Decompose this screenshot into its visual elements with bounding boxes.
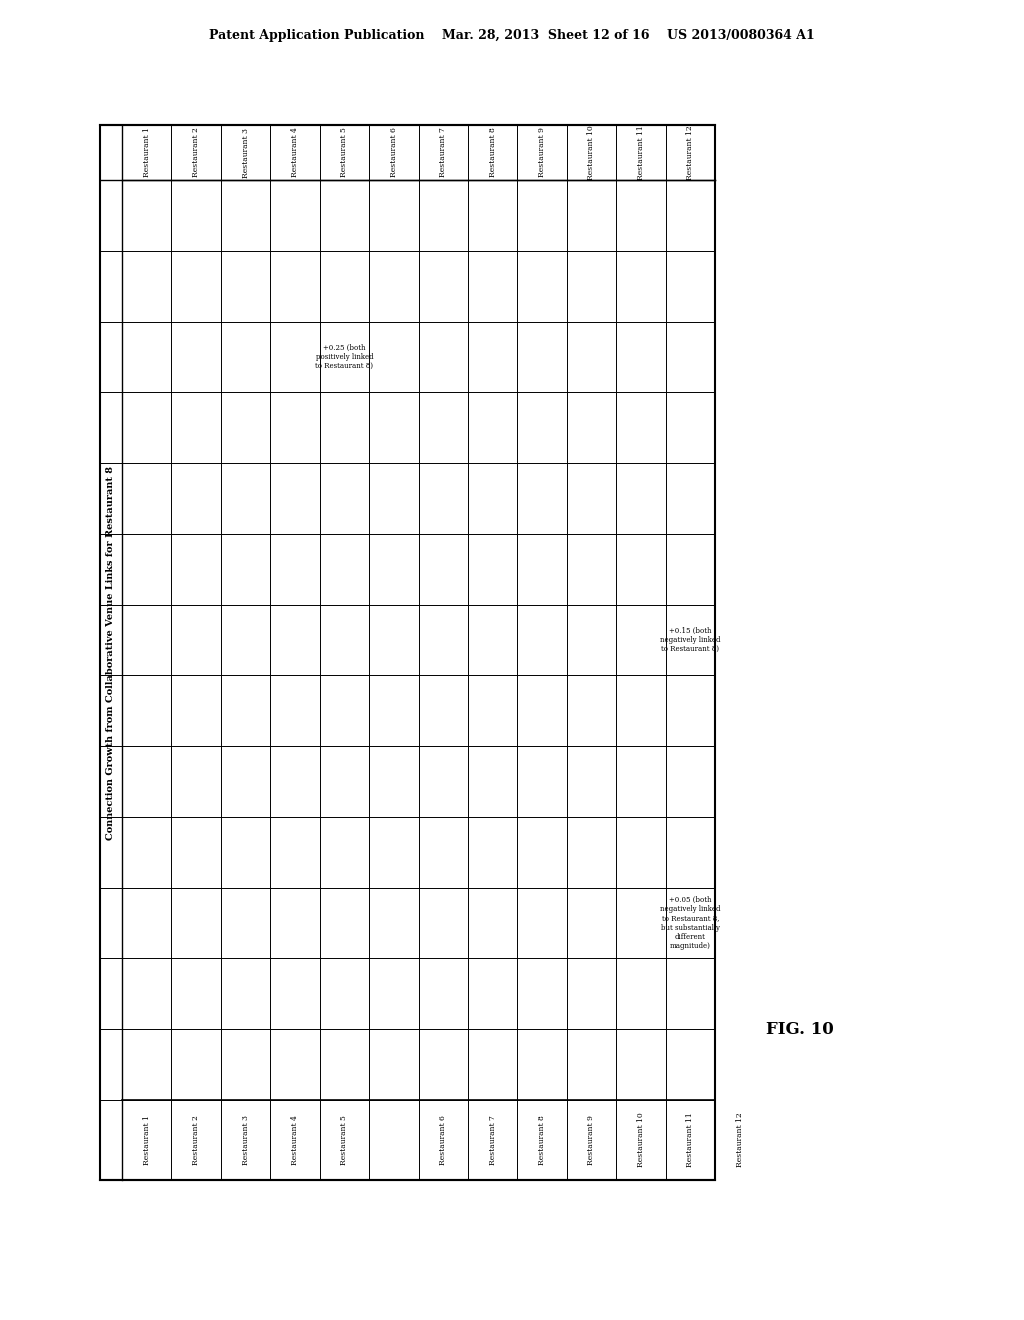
Text: Restaurant 9: Restaurant 9	[538, 128, 546, 177]
Text: Restaurant 1: Restaurant 1	[142, 128, 151, 177]
Text: Restaurant 6: Restaurant 6	[390, 128, 397, 177]
Text: Restaurant 1: Restaurant 1	[142, 1115, 151, 1166]
Text: Restaurant 2: Restaurant 2	[193, 1115, 200, 1166]
Text: Restaurant 8: Restaurant 8	[538, 1115, 546, 1166]
Text: Restaurant 8: Restaurant 8	[488, 128, 497, 177]
Text: +0.15 (both
negatively linked
to Restaurant 8): +0.15 (both negatively linked to Restaur…	[660, 627, 721, 653]
Text: Restaurant 4: Restaurant 4	[291, 128, 299, 177]
Text: Restaurant 4: Restaurant 4	[291, 1115, 299, 1166]
Text: Restaurant 10: Restaurant 10	[588, 125, 596, 180]
Text: Restaurant 5: Restaurant 5	[340, 128, 348, 177]
Text: Restaurant 3: Restaurant 3	[242, 128, 250, 177]
Text: Connection Growth from Collaborative Venue Links for Restaurant 8: Connection Growth from Collaborative Ven…	[106, 466, 116, 840]
Text: Restaurant 6: Restaurant 6	[439, 1115, 447, 1166]
Text: Patent Application Publication    Mar. 28, 2013  Sheet 12 of 16    US 2013/00803: Patent Application Publication Mar. 28, …	[209, 29, 815, 41]
Text: Restaurant 11: Restaurant 11	[686, 1113, 694, 1167]
Text: Restaurant 5: Restaurant 5	[340, 1115, 348, 1166]
Text: +0.25 (both
positively linked
to Restaurant 8): +0.25 (both positively linked to Restaur…	[315, 343, 374, 370]
Text: Restaurant 12: Restaurant 12	[735, 1113, 743, 1167]
Text: Restaurant 9: Restaurant 9	[588, 1115, 596, 1166]
Text: Restaurant 12: Restaurant 12	[686, 125, 694, 180]
Text: Restaurant 2: Restaurant 2	[193, 128, 200, 177]
Text: FIG. 10: FIG. 10	[766, 1022, 834, 1039]
Text: Restaurant 3: Restaurant 3	[242, 1115, 250, 1166]
Bar	[100, 125, 715, 1180]
Text: Restaurant 7: Restaurant 7	[488, 1115, 497, 1166]
Text: Restaurant 10: Restaurant 10	[637, 1113, 645, 1167]
Text: Restaurant 7: Restaurant 7	[439, 128, 447, 177]
Text: Restaurant 11: Restaurant 11	[637, 125, 645, 180]
Text: +0.05 (both
negatively linked
to Restaurant 8,
but substantially
different
magni: +0.05 (both negatively linked to Restaur…	[660, 896, 721, 950]
